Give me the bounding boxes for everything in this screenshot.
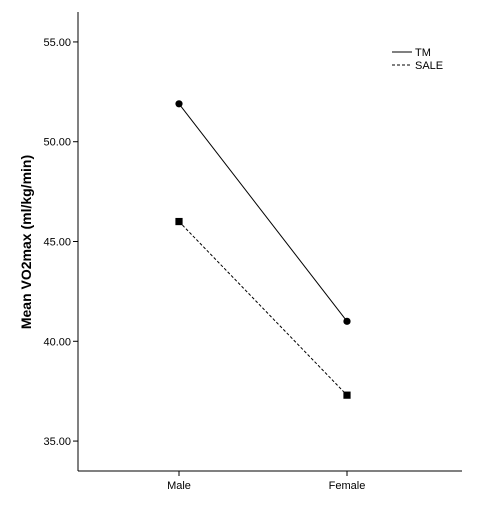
x-tick-label: Male	[167, 480, 191, 492]
legend-label-sale: SALE	[415, 60, 443, 72]
y-axis-title: Mean VO2max (ml/kg/min)	[18, 155, 34, 329]
y-tick-label: 50.00	[43, 137, 71, 149]
y-ticks: 35.00 40.00 45.00 50.00 55.00	[43, 37, 78, 448]
data-point-sale	[175, 217, 183, 226]
legend-label-tm: TM	[415, 47, 431, 59]
data-point-tm	[175, 100, 183, 108]
x-tick-label: Female	[329, 480, 366, 492]
data-point-sale	[343, 391, 351, 399]
data-point-tm	[343, 317, 351, 325]
series-line-tm	[178, 103, 348, 322]
y-tick-label: 40.00	[43, 336, 71, 348]
x-ticks: Male Female	[167, 471, 365, 492]
series-layer	[175, 100, 351, 399]
y-tick-label: 55.00	[43, 37, 71, 49]
y-tick-label: 35.00	[43, 436, 71, 448]
series-line-sale	[178, 221, 348, 396]
axes	[77, 12, 462, 472]
y-tick-label: 45.00	[43, 237, 71, 249]
